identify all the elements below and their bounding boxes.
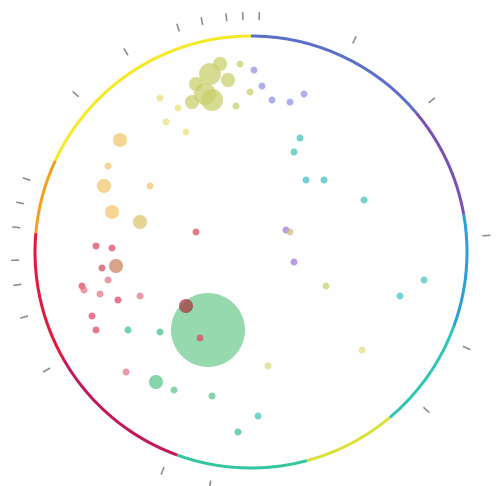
ring-segment [62,359,178,457]
bubble-pink [136,292,144,300]
ring-segment [452,214,469,327]
tick-mark [13,283,22,287]
ring-segment [250,34,418,115]
bubble-blue-violet [258,82,266,90]
ring-segment [53,54,161,162]
bubble-red [98,264,106,272]
bubble-teal [302,176,310,184]
bubble-yellow [162,118,170,126]
tick-mark [225,13,228,22]
bubble-green [170,386,178,394]
tick-mark [482,234,491,237]
bubble-pink [80,286,88,294]
bubble-orange-yellow [104,162,112,170]
bubble-teal [360,196,368,204]
bubble-teal [420,276,428,284]
bubble-red [88,312,96,320]
bubble-layer [78,57,428,436]
tick-mark [72,90,80,98]
bubble-rose [92,326,100,334]
bubble-olive-yellow [201,89,223,111]
bubble-teal [296,134,304,142]
tick-mark [462,345,471,351]
tick-mark [208,480,212,486]
bubble-olive-yellow [185,95,199,109]
bubble-blue-violet [250,66,258,74]
tick-mark [123,48,129,56]
bubble-yellow-green [358,346,366,354]
bubble-blue-violet [286,98,294,106]
bubble-orange-yellow [105,205,119,219]
ring-segment [159,34,252,58]
color-ring [33,34,469,470]
ring-segment [33,233,66,361]
bubble-violet [290,258,298,266]
bubble-red [108,244,116,252]
tick-mark [422,406,430,414]
bubble-sea-green [124,326,132,334]
bubble-blue-violet [300,90,308,98]
bubble-olive-yellow [236,60,244,68]
outer-tick-marks [11,12,491,486]
bubble-green [149,375,163,389]
bubble-teal [254,412,262,420]
ring-segment [176,453,308,470]
bubble-pink [96,290,104,298]
bubble-red [114,296,122,304]
bubble-yellow-green [264,362,272,370]
bubble-green [208,392,216,400]
bubble-red [92,242,100,250]
bubble-blue-violet [268,96,276,104]
bubble-yellow [182,128,190,136]
tick-mark [16,201,25,205]
tick-mark [12,226,21,229]
bubble-red [192,228,200,236]
ring-segment [34,160,57,234]
bubble-orange-yellow [97,179,111,193]
bubble-orange-yellow [113,133,127,147]
bubble-olive-yellow [189,77,203,91]
bubble-teal [320,176,328,184]
bubble-sea-green [234,428,242,436]
bubble-pink [104,276,112,284]
ring-segment [306,416,391,463]
tick-mark [22,177,31,182]
bubble-yellow [156,94,164,102]
bubble-olive-yellow [232,102,240,110]
bubble-yellow [174,104,182,112]
bubble-tan [133,215,147,229]
tick-mark [160,466,165,475]
tick-mark [200,17,204,26]
tick-mark [176,23,181,32]
tick-mark [428,97,436,104]
ring-segment [388,325,456,419]
tick-mark [351,35,357,44]
bubble-orange-yellow [146,182,154,190]
bubble-teal [290,148,298,156]
bubble-rose [196,334,204,342]
bubble-yellow-green [322,282,330,290]
bubble-brown [109,259,123,273]
bubble-olive [286,228,294,236]
bubble-sea-green [156,328,164,336]
tick-mark [42,367,51,373]
bubble-olive-yellow [246,88,254,96]
tick-mark [20,315,29,319]
bubble-olive-yellow [213,57,227,71]
bubble-pink [122,368,130,376]
bubble-teal [396,292,404,300]
ring-segment [415,112,466,215]
bubble-olive-yellow [221,73,235,87]
bubble-dark-red [179,299,193,313]
